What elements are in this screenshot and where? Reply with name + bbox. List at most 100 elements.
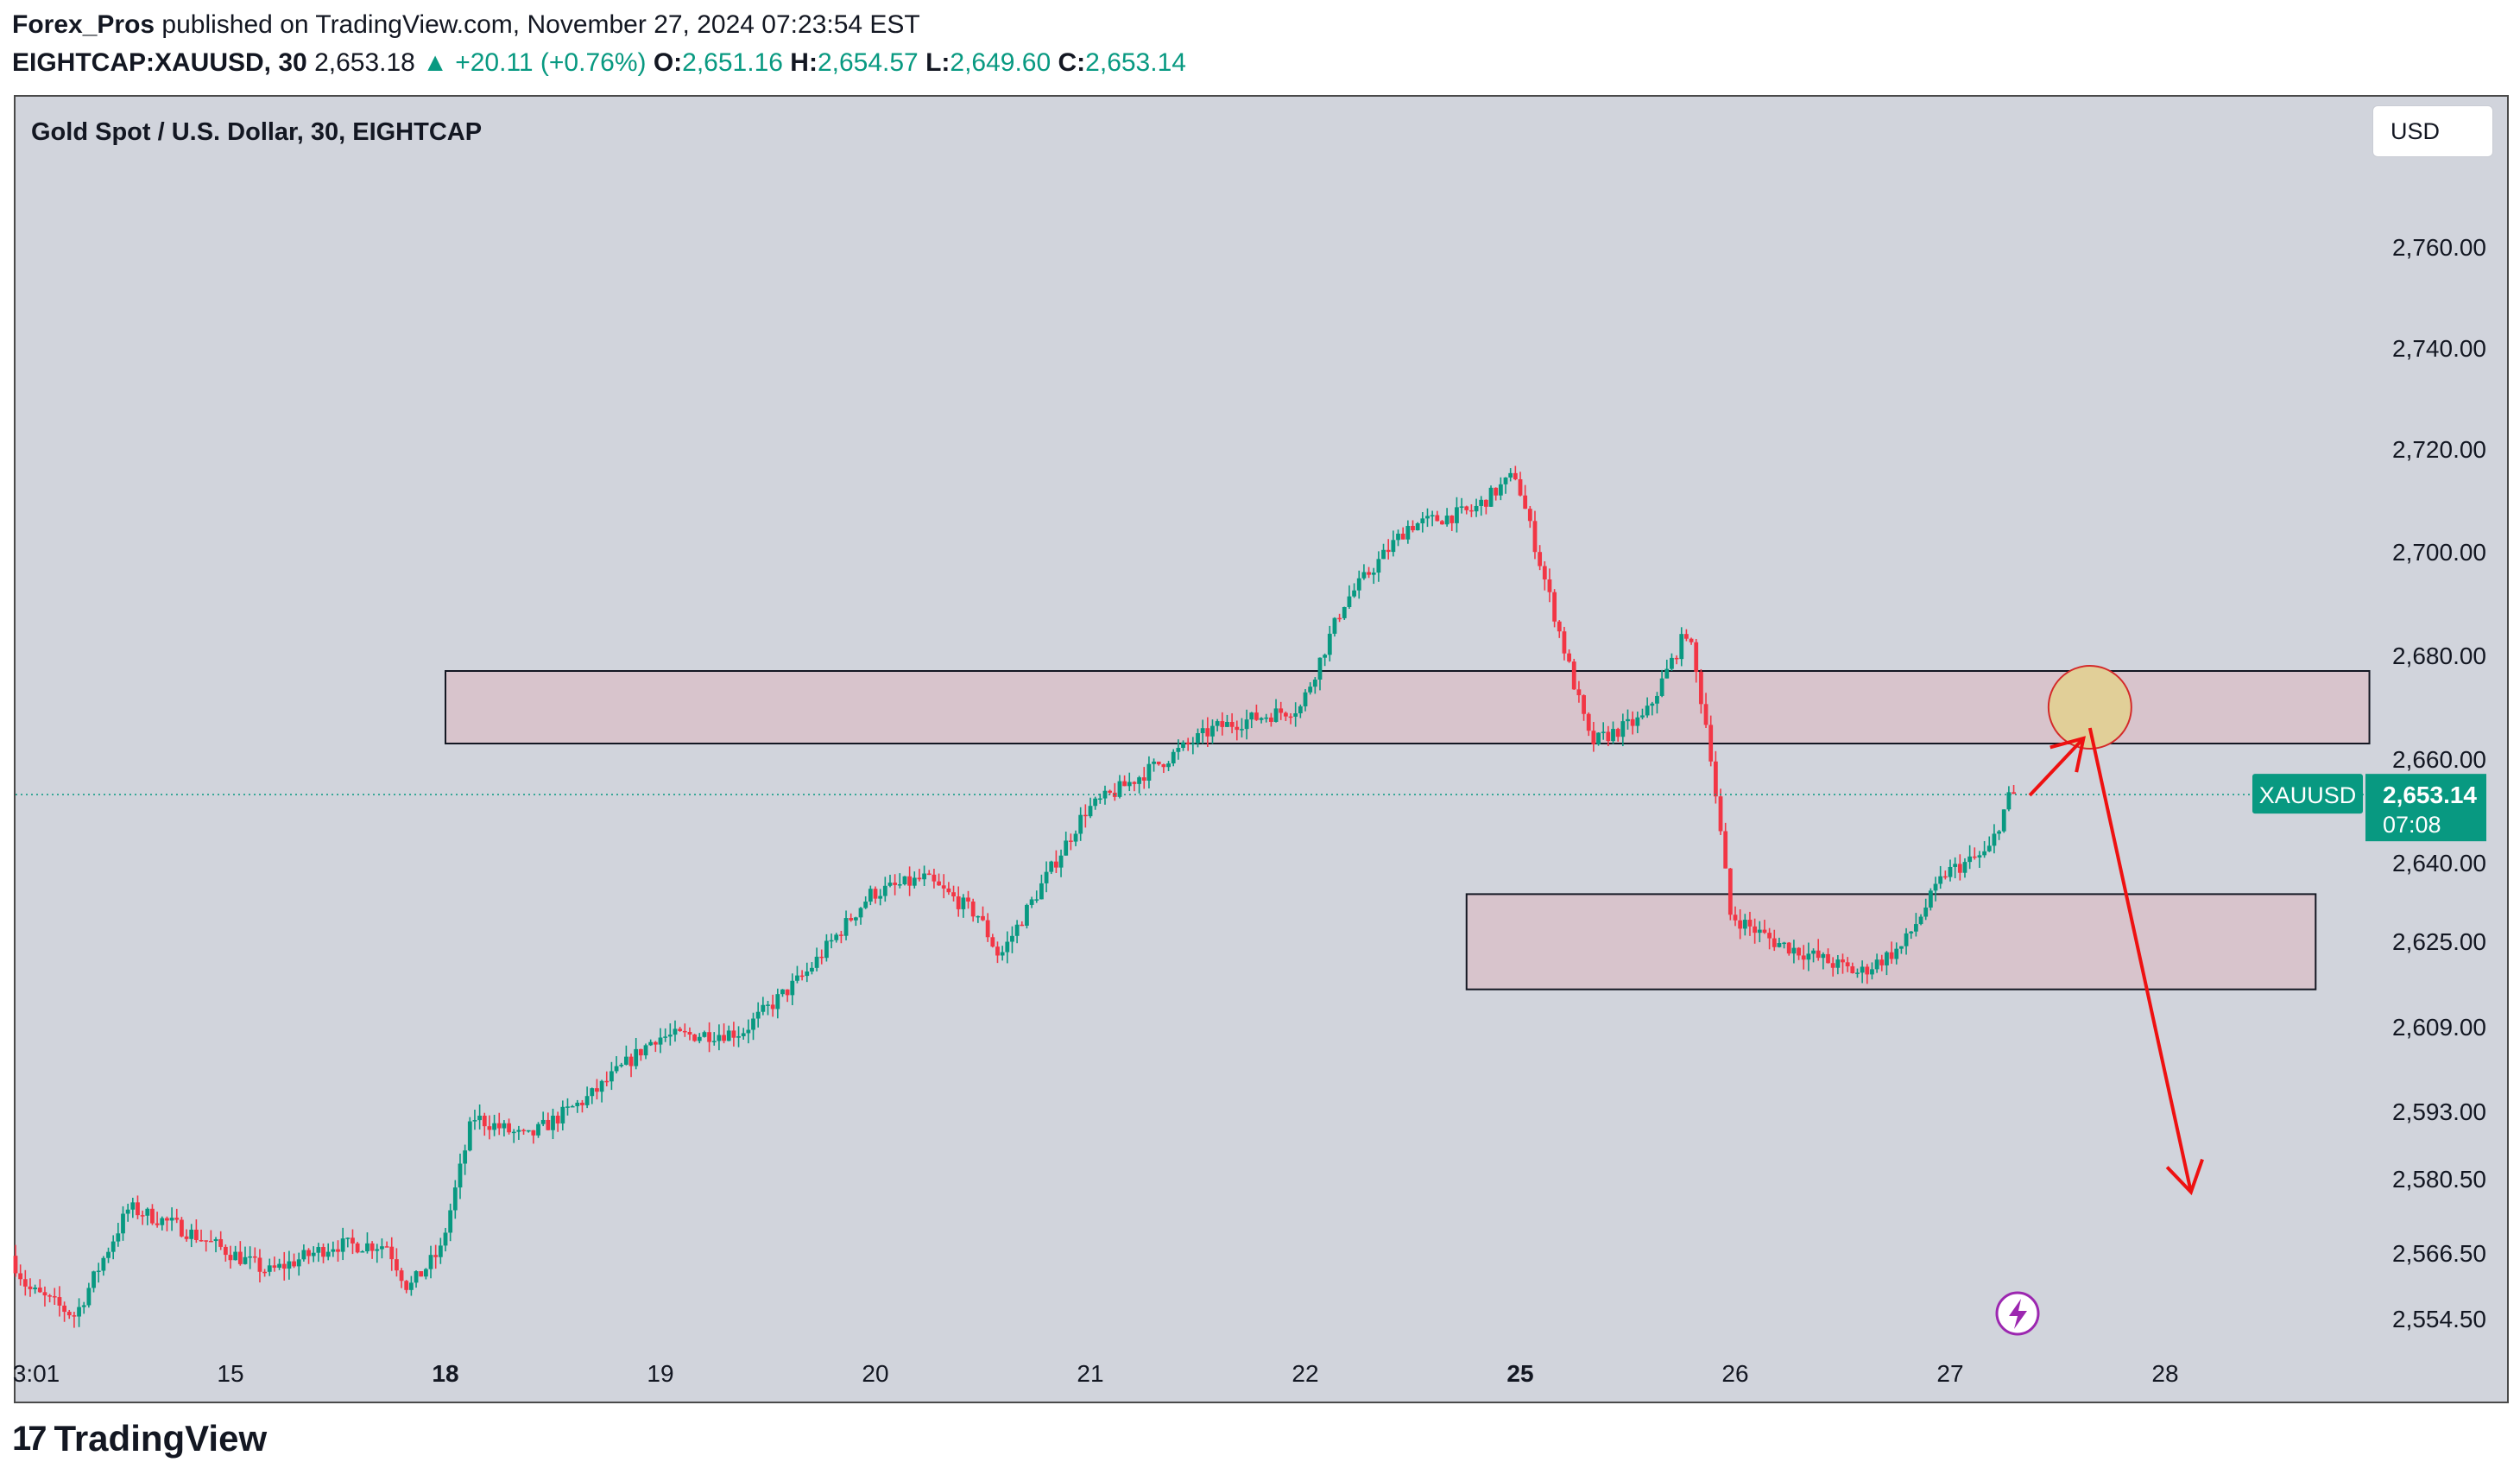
candle-body-27 (145, 1208, 150, 1216)
candle-body-320 (1576, 689, 1582, 696)
candle-body-174 (863, 902, 868, 908)
candle-body-5 (37, 1287, 42, 1293)
candle-body-154 (766, 1004, 770, 1006)
candle-body-34 (180, 1219, 184, 1237)
candle-body-166 (824, 940, 829, 959)
candle-body-311 (1532, 521, 1538, 553)
low-value: 2,649.60 (950, 48, 1052, 77)
candle-body-300 (1479, 499, 1484, 506)
candle-body-53 (272, 1265, 277, 1268)
candle-body-399 (1962, 862, 1967, 873)
candle-body-365 (1797, 947, 1801, 956)
candle-body-211 (1044, 871, 1049, 883)
candle-body-387 (1904, 933, 1909, 946)
candle-body-332 (1635, 717, 1640, 726)
candle-body-131 (653, 1041, 658, 1045)
candle-body-272 (1342, 607, 1347, 618)
candle-body-356 (1753, 926, 1758, 934)
candle-body-313 (1542, 566, 1547, 579)
candle-body-344 (1694, 642, 1699, 672)
currency-button[interactable]: USD (2372, 105, 2493, 157)
candle-body-95 (477, 1115, 483, 1121)
candle-body-113 (565, 1106, 570, 1108)
candle-body-339 (1670, 657, 1674, 669)
candle-body-49 (252, 1256, 257, 1258)
candle-body-393 (1933, 883, 1938, 891)
candle-body-289 (1425, 516, 1430, 519)
candle-body-333 (1640, 715, 1645, 718)
candle-body-372 (1830, 963, 1835, 968)
candle-body-84 (423, 1269, 428, 1277)
candle-body-312 (1538, 552, 1543, 566)
candle-body-181 (897, 884, 902, 886)
candle-body-305 (1503, 477, 1508, 484)
candle-body-351 (1727, 868, 1733, 915)
candle-body-124 (619, 1064, 624, 1066)
candle-body-306 (1508, 472, 1513, 478)
candle-body-40 (208, 1240, 213, 1243)
candle-body-404 (1986, 845, 1992, 851)
candle-body-361 (1777, 943, 1782, 947)
candle-body-380 (1870, 969, 1874, 975)
candle-body-303 (1494, 487, 1499, 496)
candle-body-121 (604, 1080, 609, 1083)
candle-body-375 (1845, 962, 1850, 967)
candle-body-242 (1196, 733, 1200, 744)
candle-body-265 (1308, 687, 1313, 693)
candle-body-150 (746, 1029, 751, 1034)
candle-body-191 (946, 888, 951, 893)
candle-body-82 (414, 1271, 419, 1283)
candle-body-288 (1420, 518, 1425, 524)
y-tick-label-10: 2,580.50 (2392, 1166, 2486, 1193)
candle-body-316 (1557, 621, 1562, 632)
candle-body-382 (1879, 959, 1885, 965)
candle-body-21 (116, 1233, 121, 1242)
candle-body-349 (1718, 796, 1723, 832)
candle-body-143 (711, 1041, 717, 1042)
candle-body-167 (829, 940, 834, 942)
candle-body-338 (1664, 668, 1670, 679)
candle-body-280 (1381, 549, 1386, 560)
y-tick-label-2: 2,720.00 (2392, 436, 2486, 463)
candle-body-383 (1885, 952, 1889, 965)
candle-body-185 (917, 877, 922, 880)
candle-body-318 (1567, 653, 1571, 662)
candle-body-366 (1801, 955, 1806, 960)
x-tick-label-7: 25 (1506, 1360, 1533, 1387)
candle-body-28 (150, 1208, 155, 1224)
candle-body-25 (136, 1202, 140, 1216)
candle-body-115 (575, 1102, 580, 1106)
candle-body-195 (966, 897, 970, 902)
candle-body-247 (1220, 721, 1225, 727)
candle-body-197 (976, 915, 981, 918)
candle-body-152 (755, 1011, 761, 1019)
candle-body-384 (1889, 952, 1894, 959)
candle-body-133 (663, 1036, 668, 1038)
candle-body-50 (257, 1257, 262, 1272)
candle-body-285 (1405, 525, 1411, 540)
candle-body-93 (467, 1121, 472, 1151)
candle-body-64 (325, 1251, 331, 1257)
candle-body-402 (1977, 855, 1982, 858)
candle-body-403 (1982, 851, 1987, 856)
candle-body-108 (540, 1119, 546, 1124)
candle-body-106 (531, 1130, 536, 1136)
x-tick-label-10: 28 (2151, 1360, 2178, 1387)
candle-body-240 (1185, 742, 1191, 744)
candle-body-368 (1811, 950, 1816, 954)
candle-body-91 (458, 1163, 463, 1188)
candle-body-394 (1938, 876, 1943, 884)
candle-body-367 (1806, 953, 1811, 960)
low-label: L: (925, 48, 951, 77)
candle-body-158 (785, 989, 790, 996)
candle-body-182 (902, 876, 907, 885)
candle-body-324 (1596, 732, 1601, 744)
candle-body-357 (1757, 929, 1762, 934)
price-change: ▲ +20.11 (+0.76%) (422, 48, 647, 77)
candle-body-111 (555, 1115, 560, 1123)
author-name[interactable]: Forex_Pros (12, 10, 155, 39)
candle-body-219 (1083, 814, 1088, 817)
candle-body-13 (77, 1307, 81, 1317)
candle-body-277 (1367, 572, 1371, 575)
